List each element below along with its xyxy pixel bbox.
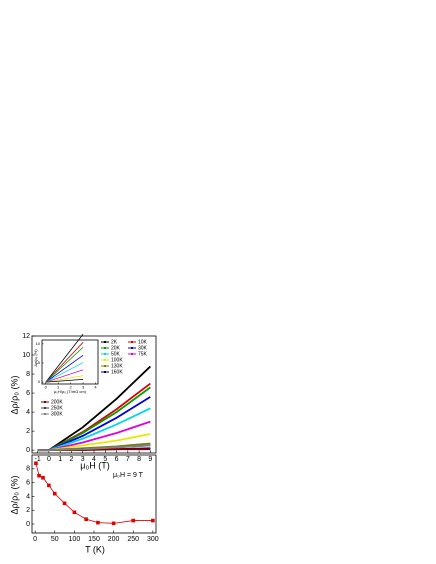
series-line bbox=[45, 379, 84, 383]
legend-marker bbox=[104, 347, 106, 349]
x-tick-label: 200 bbox=[108, 536, 120, 543]
legend-marker bbox=[131, 341, 133, 343]
x-tick-label: 150 bbox=[88, 536, 100, 543]
y-tick-label: 5 bbox=[38, 360, 41, 365]
x-tick-label: 4 bbox=[94, 385, 97, 390]
legend-label: 130K bbox=[111, 363, 123, 369]
series-line bbox=[48, 420, 151, 452]
legend-label: 75K bbox=[138, 351, 148, 357]
legend-label: 2K bbox=[111, 339, 118, 345]
y-tick-label: 0 bbox=[26, 447, 30, 454]
legend-marker bbox=[44, 401, 46, 403]
x-axis-label: T (K) bbox=[85, 544, 105, 554]
inset-y-label: Δρ/ρ₀ (%) bbox=[33, 349, 38, 367]
y-tick-label: 0 bbox=[38, 379, 41, 384]
series-line bbox=[45, 362, 84, 383]
series-line bbox=[45, 334, 84, 383]
legend-marker bbox=[104, 353, 106, 355]
y-tick-label: 0 bbox=[26, 521, 30, 528]
series-line bbox=[45, 375, 84, 383]
series-line bbox=[45, 342, 84, 383]
x-tick-label: 0 bbox=[47, 456, 51, 463]
y-tick-label: 4 bbox=[26, 493, 30, 500]
marker bbox=[84, 517, 88, 521]
marker bbox=[131, 518, 136, 523]
legend-marker bbox=[104, 341, 106, 343]
y-tick-label: 10 bbox=[22, 352, 30, 359]
series-line bbox=[48, 365, 151, 451]
x-tick-label: 3 bbox=[81, 456, 85, 463]
series-line bbox=[48, 386, 151, 451]
y-tick-label: 8 bbox=[26, 466, 30, 473]
legend-label: 20K bbox=[111, 345, 121, 351]
x-tick-label: 7 bbox=[126, 456, 130, 463]
y-tick-label: 6 bbox=[26, 479, 30, 486]
x-tick-label: 9 bbox=[148, 456, 152, 463]
series-line bbox=[45, 369, 84, 383]
series-line bbox=[48, 444, 151, 452]
legend-label: 30K bbox=[138, 345, 148, 351]
x-tick-label: 6 bbox=[115, 456, 119, 463]
legend-marker bbox=[104, 371, 106, 373]
x-tick-label: 5 bbox=[103, 456, 107, 463]
marker bbox=[41, 475, 45, 480]
legend-label: 300K bbox=[51, 411, 63, 417]
marker bbox=[34, 461, 38, 466]
y-tick-label: 6 bbox=[26, 390, 30, 397]
legend-label: 250K bbox=[51, 405, 63, 411]
x-tick-label: 2 bbox=[70, 385, 73, 390]
x-tick-label: 100 bbox=[69, 536, 81, 543]
legend-marker bbox=[44, 407, 46, 409]
legend-marker bbox=[44, 413, 46, 415]
x-tick-label: 2 bbox=[70, 456, 74, 463]
y-tick-label: 2 bbox=[26, 428, 30, 435]
legend-marker bbox=[104, 365, 106, 367]
y-tick-label: 10 bbox=[36, 341, 41, 346]
y-tick-label: 2 bbox=[26, 507, 30, 514]
x-tick-label: 8 bbox=[137, 456, 141, 463]
marker bbox=[47, 483, 51, 488]
legend-label: 50K bbox=[111, 351, 121, 357]
x-tick-label: 250 bbox=[127, 536, 139, 543]
x-tick-label: 1 bbox=[57, 385, 60, 390]
x-tick-label: 3 bbox=[82, 385, 85, 390]
series-line bbox=[48, 407, 151, 451]
legend-label: 200K bbox=[51, 399, 63, 405]
marker bbox=[96, 520, 100, 525]
annotation: μ₀H = 9 T bbox=[113, 472, 144, 479]
series-line bbox=[48, 396, 151, 451]
marker bbox=[62, 501, 67, 506]
legend-marker bbox=[131, 347, 133, 349]
series-line bbox=[45, 346, 84, 383]
y-tick-label: 4 bbox=[26, 409, 30, 416]
y-tick-label: 12 bbox=[22, 333, 30, 340]
marker bbox=[72, 510, 77, 515]
y-axis-label: Δρ/ρ₀ (%) bbox=[9, 376, 19, 415]
x-tick-label: 1 bbox=[58, 456, 62, 463]
x-axis-label: μ₀H (T) bbox=[80, 460, 109, 470]
legend-label: 10K bbox=[138, 339, 148, 345]
marker bbox=[52, 491, 57, 496]
y-tick-label: 8 bbox=[26, 371, 30, 378]
marker bbox=[111, 521, 116, 526]
legend-label: 100K bbox=[111, 357, 123, 363]
x-tick-label: 0 bbox=[45, 385, 48, 390]
x-tick-label: 0 bbox=[33, 536, 37, 543]
inset-x-label: μ₀H/ρ₀ (T/mΩ cm) bbox=[54, 389, 87, 394]
x-tick-label: -1 bbox=[35, 456, 41, 463]
legend-marker bbox=[104, 359, 106, 361]
x-tick-label: 300 bbox=[147, 536, 159, 543]
x-tick-label: 50 bbox=[51, 536, 59, 543]
marker bbox=[37, 473, 41, 478]
legend-marker bbox=[131, 353, 133, 355]
legend-label: 160K bbox=[111, 369, 123, 375]
series-line bbox=[48, 433, 151, 452]
series-line bbox=[45, 354, 84, 383]
marker bbox=[151, 518, 155, 523]
y-axis-label: Δρ/ρ₀ (%) bbox=[9, 476, 19, 515]
x-tick-label: 4 bbox=[92, 456, 96, 463]
